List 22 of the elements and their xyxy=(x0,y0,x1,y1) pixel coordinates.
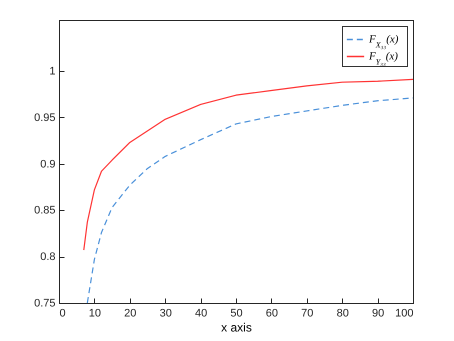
x-tick-label: 90 xyxy=(372,308,384,320)
y-tick-label: 0.95 xyxy=(34,112,56,124)
x-tick-label: 40 xyxy=(194,308,208,320)
x-tick-label: 100 xyxy=(395,308,414,320)
x-axis-title: x axis xyxy=(221,320,252,334)
x-tick-label: 60 xyxy=(266,308,278,320)
y-tick-label: 1 xyxy=(49,66,56,78)
y-tick-label: 0.9 xyxy=(40,158,56,170)
y-tick-label: 0.75 xyxy=(34,298,56,310)
x-tick-label: 80 xyxy=(336,308,349,320)
legend-label: F$_{Y₃₃}$(x) xyxy=(368,50,398,66)
x-tick-label: 0 xyxy=(60,308,66,320)
line-series xyxy=(83,78,413,251)
x-tick-label: 20 xyxy=(124,308,136,320)
y-tick-label: 0.8 xyxy=(40,251,56,264)
x-tick-label: 70 xyxy=(301,308,314,320)
legend-label: F$_{X₃₃}$(x) xyxy=(368,34,399,49)
x-tick-label: 30 xyxy=(160,308,172,320)
line-series xyxy=(86,97,413,303)
x-tick-label: 10 xyxy=(88,308,102,320)
x-tick-label: 50 xyxy=(230,308,243,320)
y-tick-label: 0.85 xyxy=(34,204,56,217)
